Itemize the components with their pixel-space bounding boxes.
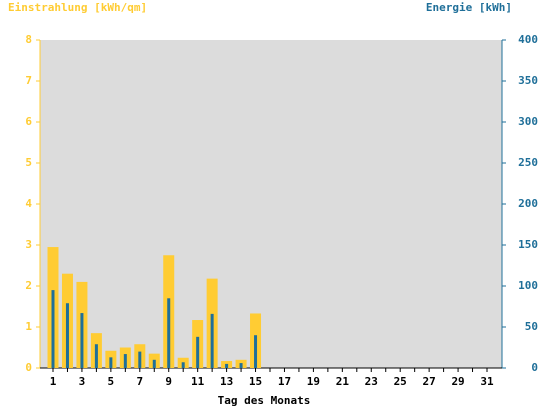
x-tick-label: 27 — [423, 375, 436, 388]
x-tick-label: 5 — [108, 375, 115, 388]
x-tick-label: 17 — [278, 375, 291, 388]
bar — [239, 363, 243, 368]
bar — [123, 354, 127, 368]
x-tick-label: 3 — [79, 375, 86, 388]
x-tick-label: 7 — [136, 375, 143, 388]
bar — [210, 313, 214, 368]
bar — [254, 335, 258, 368]
y-tick-label: 8 — [25, 33, 32, 46]
bar — [109, 357, 113, 368]
bar — [51, 290, 55, 368]
bar — [65, 303, 69, 368]
bar — [225, 363, 229, 368]
y2-tick-label: 0 — [531, 361, 538, 374]
x-tick-label: 29 — [451, 375, 464, 388]
y2-tick-label: 350 — [518, 74, 538, 87]
bar — [80, 313, 84, 368]
x-tick-label: 1 — [50, 375, 57, 388]
y-tick-label: 2 — [25, 279, 32, 292]
y2-tick-label: 50 — [525, 320, 538, 333]
bar — [181, 362, 185, 368]
bar — [138, 351, 142, 368]
bar — [152, 359, 156, 368]
y-tick-label: 4 — [25, 197, 32, 210]
x-tick-label: 23 — [365, 375, 378, 388]
y2-tick-label: 400 — [518, 33, 538, 46]
x-tick-label: 13 — [220, 375, 233, 388]
bar — [167, 298, 171, 368]
bar — [196, 336, 200, 368]
y2-tick-label: 100 — [518, 279, 538, 292]
y2-tick-label: 300 — [518, 115, 538, 128]
x-tick-label: 21 — [336, 375, 350, 388]
y-tick-label: 1 — [25, 320, 32, 333]
y-axis-label: Einstrahlung [kWh/qm] — [8, 1, 147, 14]
x-tick-label: 25 — [394, 375, 407, 388]
y-tick-label: 5 — [25, 156, 32, 169]
y-tick-label: 6 — [25, 115, 32, 128]
y2-tick-label: 150 — [518, 238, 538, 251]
bar — [94, 344, 98, 368]
x-axis-label: Tag des Monats — [218, 394, 311, 407]
y-tick-label: 0 — [25, 361, 32, 374]
x-tick-label: 9 — [165, 375, 172, 388]
y2-tick-label: 250 — [518, 156, 538, 169]
y-tick-label: 3 — [25, 238, 32, 251]
y2-tick-label: 200 — [518, 197, 538, 210]
plot-area — [40, 40, 502, 368]
x-tick-label: 15 — [249, 375, 262, 388]
y-tick-label: 7 — [25, 74, 32, 87]
y2-axis-label: Energie [kWh] — [426, 1, 512, 14]
x-tick-label: 31 — [480, 375, 494, 388]
x-tick-label: 11 — [191, 375, 205, 388]
x-tick-label: 19 — [307, 375, 320, 388]
